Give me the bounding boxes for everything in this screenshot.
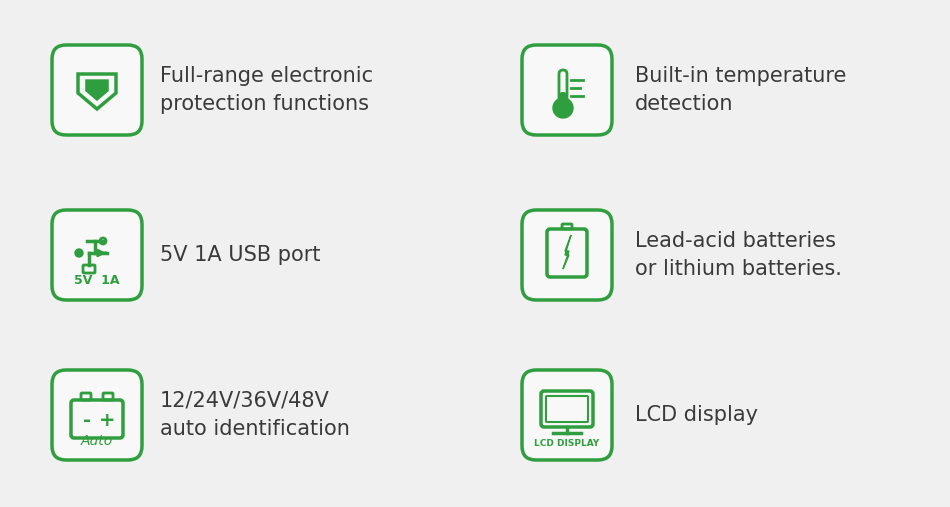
FancyBboxPatch shape bbox=[522, 45, 612, 135]
Text: Built-in temperature
detection: Built-in temperature detection bbox=[635, 66, 846, 114]
Circle shape bbox=[553, 98, 573, 118]
Text: LCD display: LCD display bbox=[635, 405, 758, 425]
Text: 5V  1A: 5V 1A bbox=[74, 274, 120, 287]
Text: LCD DISPLAY: LCD DISPLAY bbox=[534, 439, 599, 448]
Text: Auto: Auto bbox=[81, 434, 113, 448]
Polygon shape bbox=[563, 235, 571, 269]
Circle shape bbox=[75, 249, 83, 257]
Text: 5V 1A USB port: 5V 1A USB port bbox=[160, 245, 320, 265]
FancyBboxPatch shape bbox=[560, 92, 566, 108]
FancyBboxPatch shape bbox=[522, 210, 612, 300]
Text: 12/24V/36V/48V
auto identification: 12/24V/36V/48V auto identification bbox=[160, 391, 350, 439]
Text: Lead-acid batteries
or lithium batteries.: Lead-acid batteries or lithium batteries… bbox=[635, 231, 842, 279]
Text: +: + bbox=[99, 412, 115, 430]
Text: -: - bbox=[83, 412, 91, 430]
FancyBboxPatch shape bbox=[52, 370, 142, 460]
Text: Full-range electronic
protection functions: Full-range electronic protection functio… bbox=[160, 66, 373, 114]
FancyBboxPatch shape bbox=[522, 370, 612, 460]
FancyBboxPatch shape bbox=[52, 45, 142, 135]
FancyBboxPatch shape bbox=[52, 210, 142, 300]
Polygon shape bbox=[86, 79, 109, 101]
